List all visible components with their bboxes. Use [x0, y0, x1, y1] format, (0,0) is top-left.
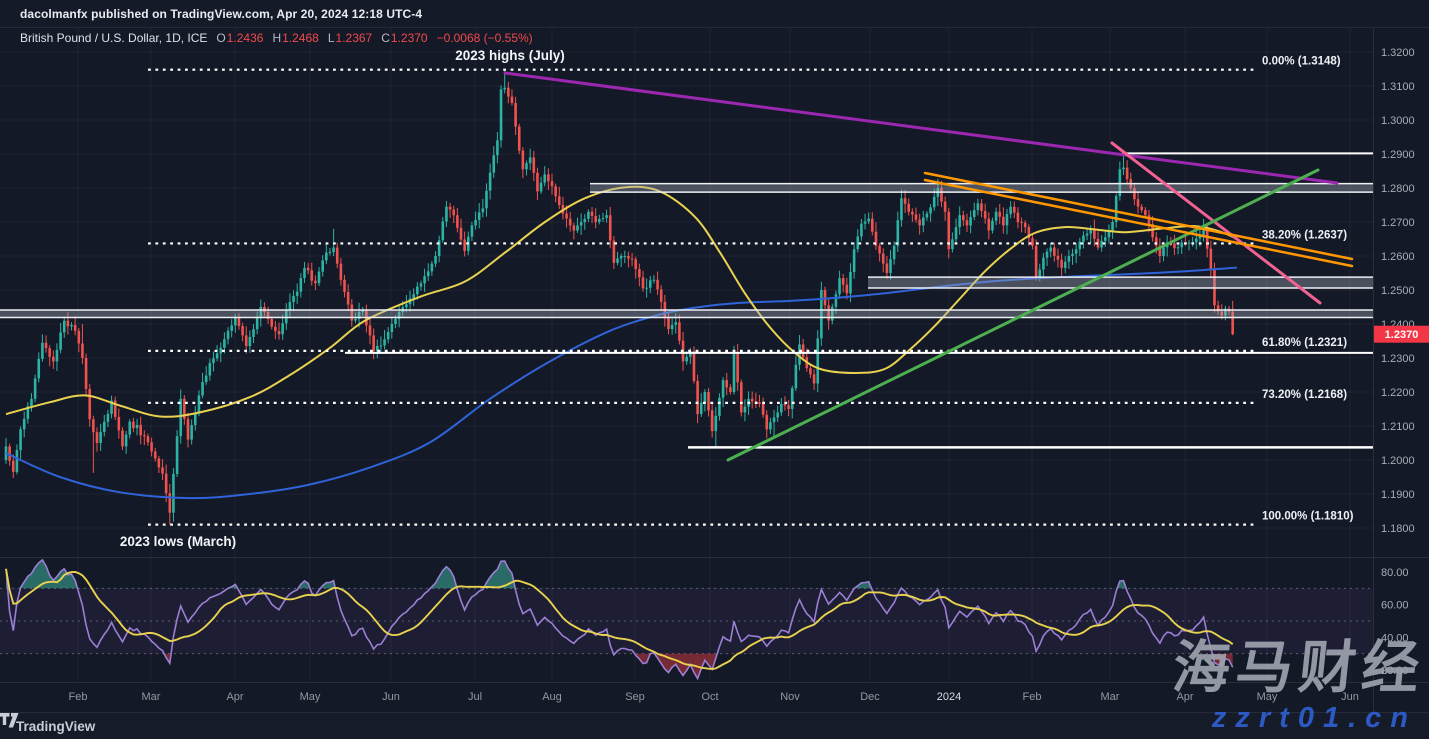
svg-text:1.2700: 1.2700 [1381, 217, 1415, 229]
price-change: −0.0068 (−0.55%) [436, 31, 533, 45]
time-axis[interactable]: Feb Mar Apr May Jun Jul Aug Sep Oct Nov Dec 2024 Feb… [69, 691, 1359, 703]
svg-text:20.00: 20.00 [1381, 665, 1409, 677]
svg-text:1.1900: 1.1900 [1381, 489, 1415, 501]
tradingview-brand-text: TradingView [16, 719, 96, 734]
svg-text:Sep: Sep [625, 691, 645, 703]
svg-text:61.80% (1.2321): 61.80% (1.2321) [1262, 337, 1347, 349]
watermark-url: zzrt01.cn [1211, 702, 1417, 734]
svg-text:Feb: Feb [69, 691, 88, 703]
main-price-pane[interactable] [4, 69, 1238, 525]
rsi-pane[interactable] [0, 558, 1373, 681]
svg-text:1.2370: 1.2370 [1385, 329, 1419, 341]
svg-text:38.20% (1.2637): 38.20% (1.2637) [1262, 229, 1347, 241]
svg-text:1.2200: 1.2200 [1381, 387, 1415, 399]
chart-text-labels: 0.00% (1.3148) 38.20% (1.2637) 61.80% (1.2… [120, 48, 1354, 549]
svg-text:Nov: Nov [780, 691, 800, 703]
svg-text:1.2000: 1.2000 [1381, 455, 1415, 467]
attribution-bar: dacolmanfx published on TradingView.com,… [0, 0, 1429, 28]
svg-text:Mar: Mar [1101, 691, 1120, 703]
svg-text:2023 lows (March): 2023 lows (March) [120, 534, 236, 549]
svg-text:Apr: Apr [1176, 691, 1193, 703]
ohlc-open: O1.2436 [216, 31, 264, 45]
svg-text:Oct: Oct [701, 691, 718, 703]
last-price-badge: 1.2370 [1374, 325, 1429, 343]
svg-text:Aug: Aug [542, 691, 562, 703]
svg-text:1.3200: 1.3200 [1381, 47, 1415, 59]
svg-text:1.3000: 1.3000 [1381, 115, 1415, 127]
svg-text:1.2900: 1.2900 [1381, 149, 1415, 161]
svg-text:1.2300: 1.2300 [1381, 353, 1415, 365]
ohlc-close: C1.2370 [381, 31, 428, 45]
svg-text:73.20% (1.2168): 73.20% (1.2168) [1262, 389, 1347, 401]
svg-text:1.2100: 1.2100 [1381, 421, 1415, 433]
grid-layer [0, 28, 1373, 682]
svg-text:Apr: Apr [226, 691, 243, 703]
svg-text:May: May [300, 691, 321, 703]
svg-text:0.00% (1.3148): 0.00% (1.3148) [1262, 56, 1341, 68]
svg-text:1.2600: 1.2600 [1381, 251, 1415, 263]
watermark-cjk: 海马财经 [1169, 636, 1429, 700]
svg-text:1.2500: 1.2500 [1381, 285, 1415, 297]
symbol-title[interactable]: British Pound / U.S. Dollar, 1D, ICE [20, 31, 208, 45]
svg-text:1.3100: 1.3100 [1381, 81, 1415, 93]
attribution-text: dacolmanfx published on TradingView.com,… [20, 6, 423, 21]
svg-text:2023 highs (July): 2023 highs (July) [455, 48, 565, 63]
footer-bar: TradingView [0, 712, 1429, 739]
svg-text:Mar: Mar [142, 691, 161, 703]
svg-text:Jul: Jul [468, 691, 482, 703]
svg-text:Dec: Dec [860, 691, 880, 703]
tradingview-logo[interactable]: TradingView [0, 713, 96, 734]
svg-text:1.2800: 1.2800 [1381, 183, 1415, 195]
svg-text:40.00: 40.00 [1381, 632, 1409, 644]
svg-text:Jun: Jun [382, 691, 400, 703]
svg-text:Jun: Jun [1341, 691, 1359, 703]
ohlc-low: L1.2367 [327, 31, 373, 45]
ohlc-high: H1.2468 [272, 31, 319, 45]
svg-text:Feb: Feb [1023, 691, 1042, 703]
pane-separators [0, 28, 1429, 712]
symbol-info-bar: British Pound / U.S. Dollar, 1D, ICE O1.… [20, 31, 533, 45]
svg-text:2024: 2024 [937, 691, 961, 703]
svg-text:60.00: 60.00 [1381, 600, 1409, 612]
svg-text:1.1800: 1.1800 [1381, 523, 1415, 535]
svg-text:80.00: 80.00 [1381, 567, 1409, 579]
tradingview-logo-icon [0, 713, 19, 728]
svg-text:100.00% (1.1810): 100.00% (1.1810) [1262, 511, 1354, 523]
price-axis[interactable]: 1.3200 1.3100 1.3000 1.2900 1.2800 1.2700 1.26… [1374, 47, 1429, 677]
drawings-layer[interactable] [0, 68, 1373, 526]
svg-text:May: May [1257, 691, 1278, 703]
